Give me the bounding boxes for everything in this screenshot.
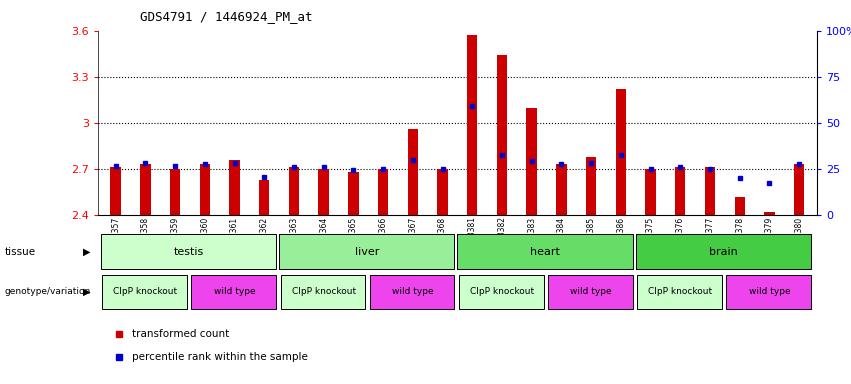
Text: ClpP knockout: ClpP knockout bbox=[113, 287, 178, 296]
Bar bbox=[636, 31, 665, 215]
Bar bbox=[487, 31, 517, 215]
Bar bbox=[636, 234, 811, 269]
Text: testis: testis bbox=[174, 247, 203, 257]
Bar bbox=[408, 129, 418, 215]
Bar bbox=[230, 160, 240, 215]
Bar bbox=[220, 31, 249, 215]
Bar bbox=[368, 31, 398, 215]
Bar bbox=[785, 31, 814, 215]
Bar bbox=[191, 275, 277, 309]
Text: ▶: ▶ bbox=[83, 287, 90, 297]
Text: ▶: ▶ bbox=[83, 247, 90, 257]
Text: tissue: tissue bbox=[4, 247, 36, 257]
Bar bbox=[457, 234, 633, 269]
Bar bbox=[100, 31, 130, 215]
Bar bbox=[102, 275, 187, 309]
Bar bbox=[100, 234, 277, 269]
Text: wild type: wild type bbox=[570, 287, 612, 296]
Bar bbox=[764, 212, 774, 215]
Text: GDS4791 / 1446924_PM_at: GDS4791 / 1446924_PM_at bbox=[140, 10, 313, 23]
Bar bbox=[615, 89, 626, 215]
Bar bbox=[170, 169, 180, 215]
Text: wild type: wild type bbox=[392, 287, 434, 296]
Bar bbox=[111, 167, 121, 215]
Bar bbox=[727, 275, 811, 309]
Bar bbox=[459, 275, 544, 309]
Bar bbox=[794, 164, 804, 215]
Bar bbox=[279, 31, 309, 215]
Bar bbox=[755, 31, 785, 215]
Bar bbox=[665, 31, 695, 215]
Bar bbox=[279, 234, 454, 269]
Text: heart: heart bbox=[530, 247, 560, 257]
Bar bbox=[576, 31, 606, 215]
Bar bbox=[637, 275, 722, 309]
Bar bbox=[725, 31, 755, 215]
Bar bbox=[695, 31, 725, 215]
Bar bbox=[281, 275, 365, 309]
Bar bbox=[546, 31, 576, 215]
Bar bbox=[645, 169, 656, 215]
Text: liver: liver bbox=[355, 247, 379, 257]
Bar bbox=[548, 275, 633, 309]
Bar bbox=[378, 169, 388, 215]
Bar bbox=[527, 108, 537, 215]
Bar bbox=[437, 169, 448, 215]
Bar bbox=[428, 31, 458, 215]
Bar bbox=[318, 169, 328, 215]
Bar bbox=[398, 31, 428, 215]
Text: ClpP knockout: ClpP knockout bbox=[648, 287, 712, 296]
Bar bbox=[586, 157, 597, 215]
Bar bbox=[705, 167, 715, 215]
Text: genotype/variation: genotype/variation bbox=[4, 287, 90, 296]
Bar bbox=[288, 167, 300, 215]
Bar bbox=[348, 172, 358, 215]
Bar bbox=[517, 31, 546, 215]
Bar bbox=[606, 31, 636, 215]
Bar bbox=[675, 167, 685, 215]
Text: transformed count: transformed count bbox=[132, 329, 229, 339]
Bar bbox=[249, 31, 279, 215]
Text: brain: brain bbox=[709, 247, 738, 257]
Bar bbox=[497, 55, 507, 215]
Bar bbox=[457, 31, 487, 215]
Bar bbox=[200, 164, 210, 215]
Text: wild type: wild type bbox=[749, 287, 791, 296]
Text: ClpP knockout: ClpP knockout bbox=[470, 287, 534, 296]
Bar bbox=[259, 180, 270, 215]
Bar bbox=[130, 31, 160, 215]
Bar bbox=[160, 31, 190, 215]
Text: ClpP knockout: ClpP knockout bbox=[292, 287, 356, 296]
Bar bbox=[309, 31, 339, 215]
Text: wild type: wild type bbox=[214, 287, 255, 296]
Bar bbox=[734, 197, 745, 215]
Bar bbox=[339, 31, 368, 215]
Bar bbox=[190, 31, 220, 215]
Bar bbox=[557, 164, 567, 215]
Bar bbox=[369, 275, 454, 309]
Bar bbox=[140, 164, 151, 215]
Bar bbox=[467, 35, 477, 215]
Text: percentile rank within the sample: percentile rank within the sample bbox=[132, 352, 308, 362]
